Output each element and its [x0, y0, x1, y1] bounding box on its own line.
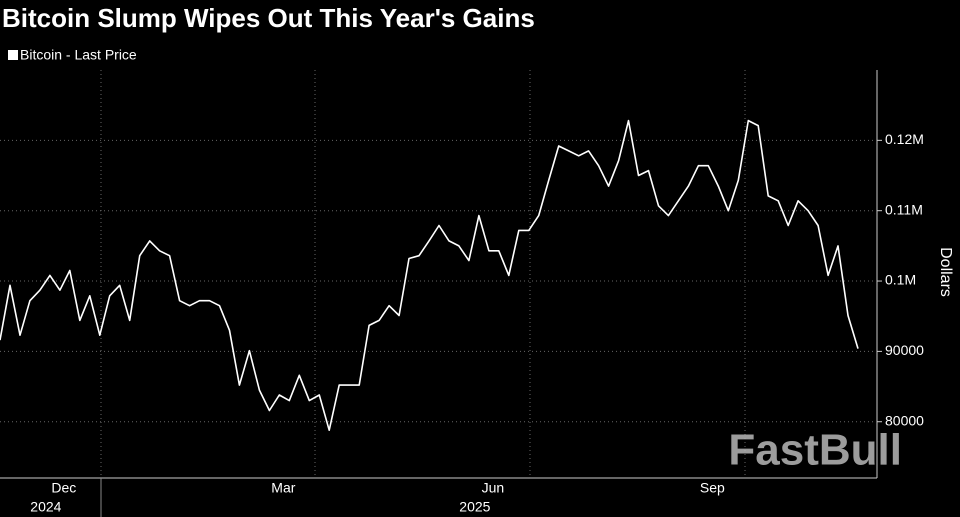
- x-tick-label: Dec: [51, 480, 76, 496]
- y-tick-label: 90000: [885, 342, 924, 358]
- y-axis-label: Dollars: [937, 247, 954, 297]
- chart-title: Bitcoin Slump Wipes Out This Year's Gain…: [2, 3, 535, 33]
- watermark: FastBull: [728, 426, 902, 475]
- legend-swatch: [8, 50, 18, 60]
- x-year-label: 2025: [459, 499, 490, 515]
- y-tick-label: 0.12M: [885, 131, 924, 147]
- y-tick-label: 80000: [885, 412, 924, 428]
- x-tick-label: Mar: [271, 480, 295, 496]
- y-tick-label: 0.11M: [885, 201, 923, 217]
- y-tick-label: 0.1M: [885, 272, 916, 288]
- price-line: [0, 119, 859, 431]
- x-year-label: 2024: [30, 499, 61, 515]
- legend-label: Bitcoin - Last Price: [20, 47, 137, 63]
- x-tick-label: Jun: [482, 480, 505, 496]
- x-grid: [100, 70, 746, 478]
- x-tick-label: Sep: [700, 480, 725, 496]
